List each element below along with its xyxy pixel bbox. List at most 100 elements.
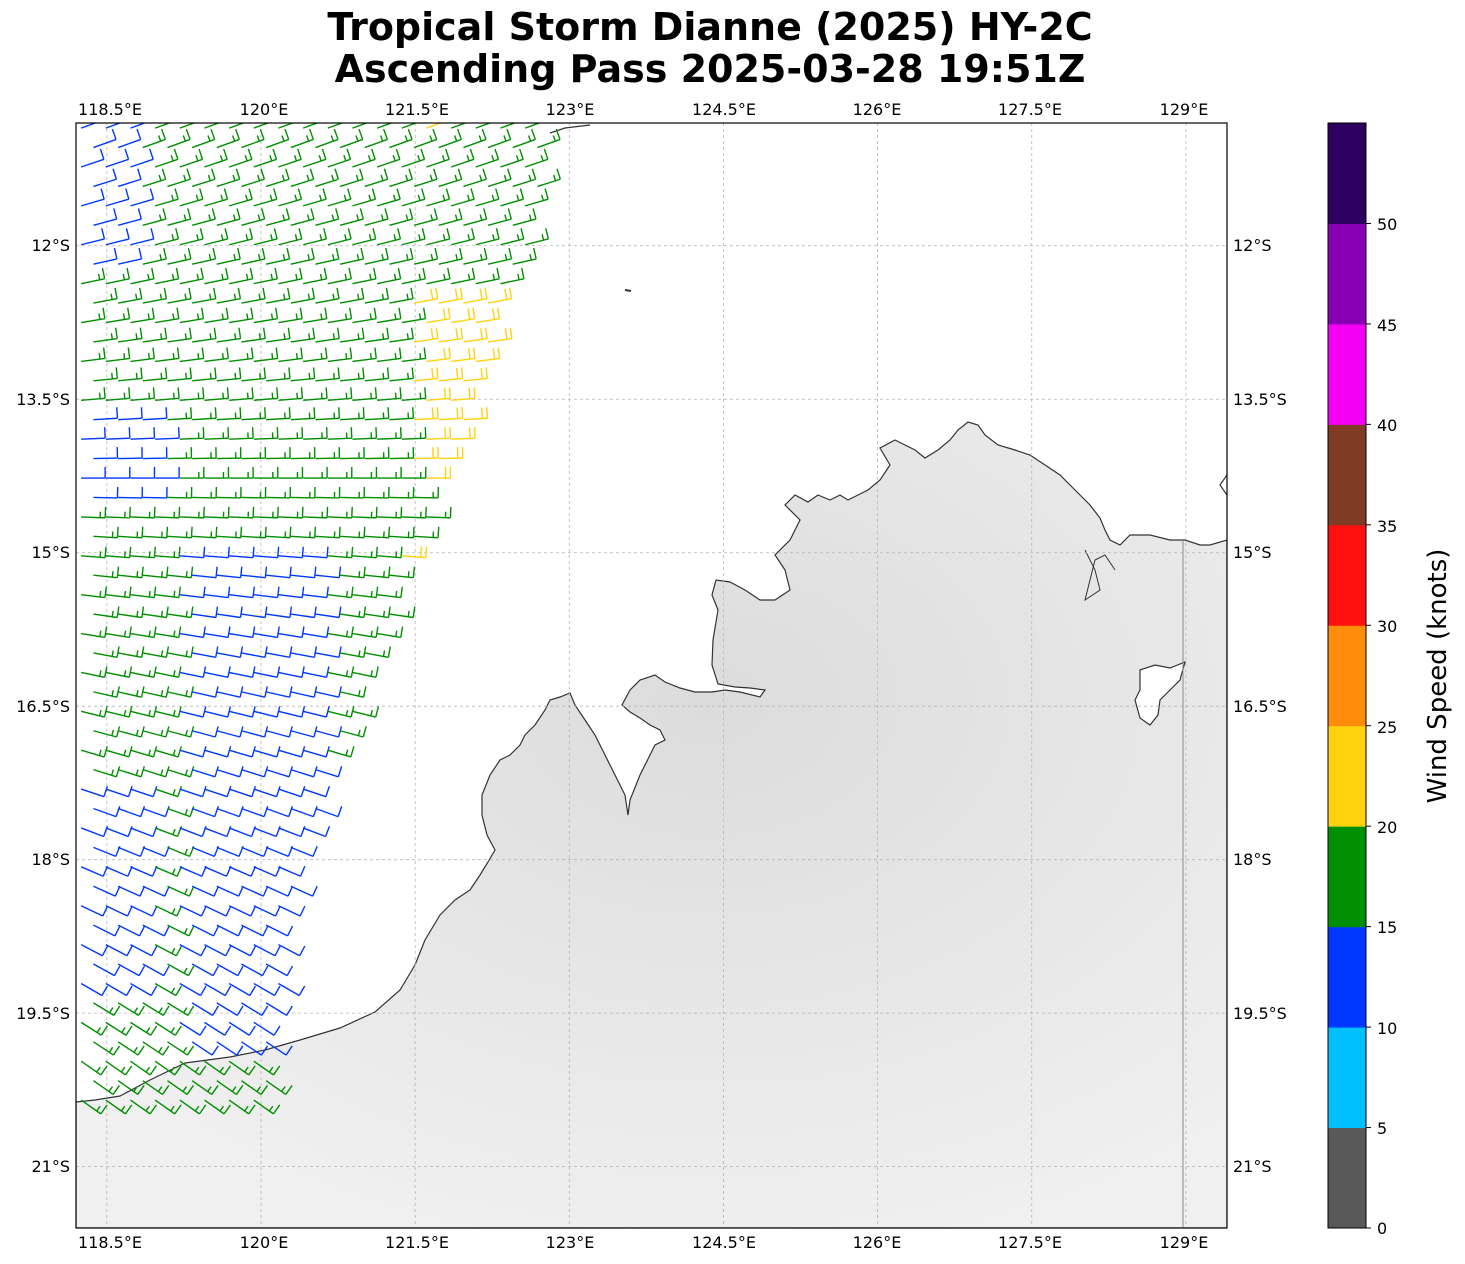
barb-staff [204,1021,226,1036]
barb-half-flag [344,313,348,320]
wind-barb [228,786,257,798]
barb-half-flag [147,353,151,360]
barb-flag [115,806,121,817]
barb-staff [524,158,549,168]
wind-barb [117,686,145,698]
wind-barb [241,806,269,818]
barb-flag [337,726,343,738]
barb-half-flag [308,372,311,379]
barb-flag [301,666,305,678]
barb-flag [139,327,143,339]
wind-barb [265,168,290,188]
wind-barb [303,626,330,639]
wind-barb [352,666,379,678]
barb-half-flag [185,571,188,578]
colorbar-tick: 15 [1377,918,1397,937]
wind-barb [352,347,377,363]
barb-half-flag [393,234,397,241]
barb-half-flag [110,333,113,340]
wind-barb [167,287,192,304]
barb-staff [117,178,142,188]
wind-barb [179,307,205,324]
barb-flag [202,626,206,638]
barb-staff [142,885,165,897]
wind-barb [130,786,158,798]
barb-half-flag [282,214,286,221]
barb-staff [290,768,314,778]
barb-flag [325,746,330,758]
barb-staff [241,924,264,937]
barb-staff [265,138,289,149]
barb-flag [128,387,131,399]
wind-barb [179,1021,207,1036]
wind-barb [265,247,291,265]
barb-half-flag [173,670,176,677]
wind-barb [401,506,427,519]
wind-barb [216,806,244,818]
barb-staff [154,1099,176,1115]
barb-staff [154,866,178,877]
wind-barb [377,427,402,440]
wind-barb [303,546,329,559]
barb-flag [496,267,500,279]
wind-barb [265,646,293,659]
barb-staff [105,943,128,957]
barb-half-flag [492,234,495,241]
barb-flag [386,367,390,379]
wind-barb [253,1060,281,1076]
barb-flag [162,1045,170,1056]
wind-barb [512,168,537,188]
barb-half-flag [184,769,189,776]
wind-barb [93,1002,121,1016]
wind-barb [389,447,415,460]
wind-barb [376,626,404,639]
barb-flag [460,327,464,339]
barb-staff [339,258,364,265]
barb-staff [229,397,254,401]
barb-staff [167,218,191,226]
bottom-lon-labels: 118.5°E 120°E 121.5°E 123°E 124.5°E 126°… [78,1233,1208,1252]
barb-flag [459,287,464,299]
barb-flag [519,188,525,200]
barb-staff [438,377,463,382]
barb-staff [130,1099,151,1115]
barb-flag [337,367,341,379]
wind-barb [154,746,182,758]
barb-staff [117,258,142,265]
barb-flag [211,1045,219,1056]
barb-flag [164,367,168,379]
barb-staff [93,1080,114,1096]
colorbar-tick: 25 [1377,718,1397,737]
barb-flag [104,586,107,598]
barb-flag [455,328,459,340]
barb-staff [93,807,117,818]
barb-flag [250,905,257,917]
barb-flag [202,387,205,399]
barb-flag [214,766,219,778]
barb-staff [463,298,488,304]
barb-half-flag [110,769,115,776]
barb-staff [253,1021,275,1036]
lon-label: 118.5°E [78,100,142,119]
barb-flag [323,267,328,279]
barb-flag [248,1025,256,1036]
barb-flag [188,287,192,299]
wind-barb [364,247,389,265]
barb-half-flag [170,987,176,994]
barb-staff [303,357,328,363]
wind-barb [93,646,120,659]
barb-half-flag [307,293,311,300]
wind-barb [191,1041,219,1056]
wind-barb [352,706,380,718]
wind-barb [191,1080,219,1096]
barb-flag [299,905,306,917]
barb-staff [389,138,413,149]
barb-flag [116,566,120,578]
barb-flag [199,985,207,996]
barb-flag [338,526,341,538]
barb-staff [253,357,278,363]
barb-half-flag [148,590,151,598]
barb-staff [352,593,377,599]
barb-staff [117,1080,139,1096]
barb-flag [102,905,109,917]
